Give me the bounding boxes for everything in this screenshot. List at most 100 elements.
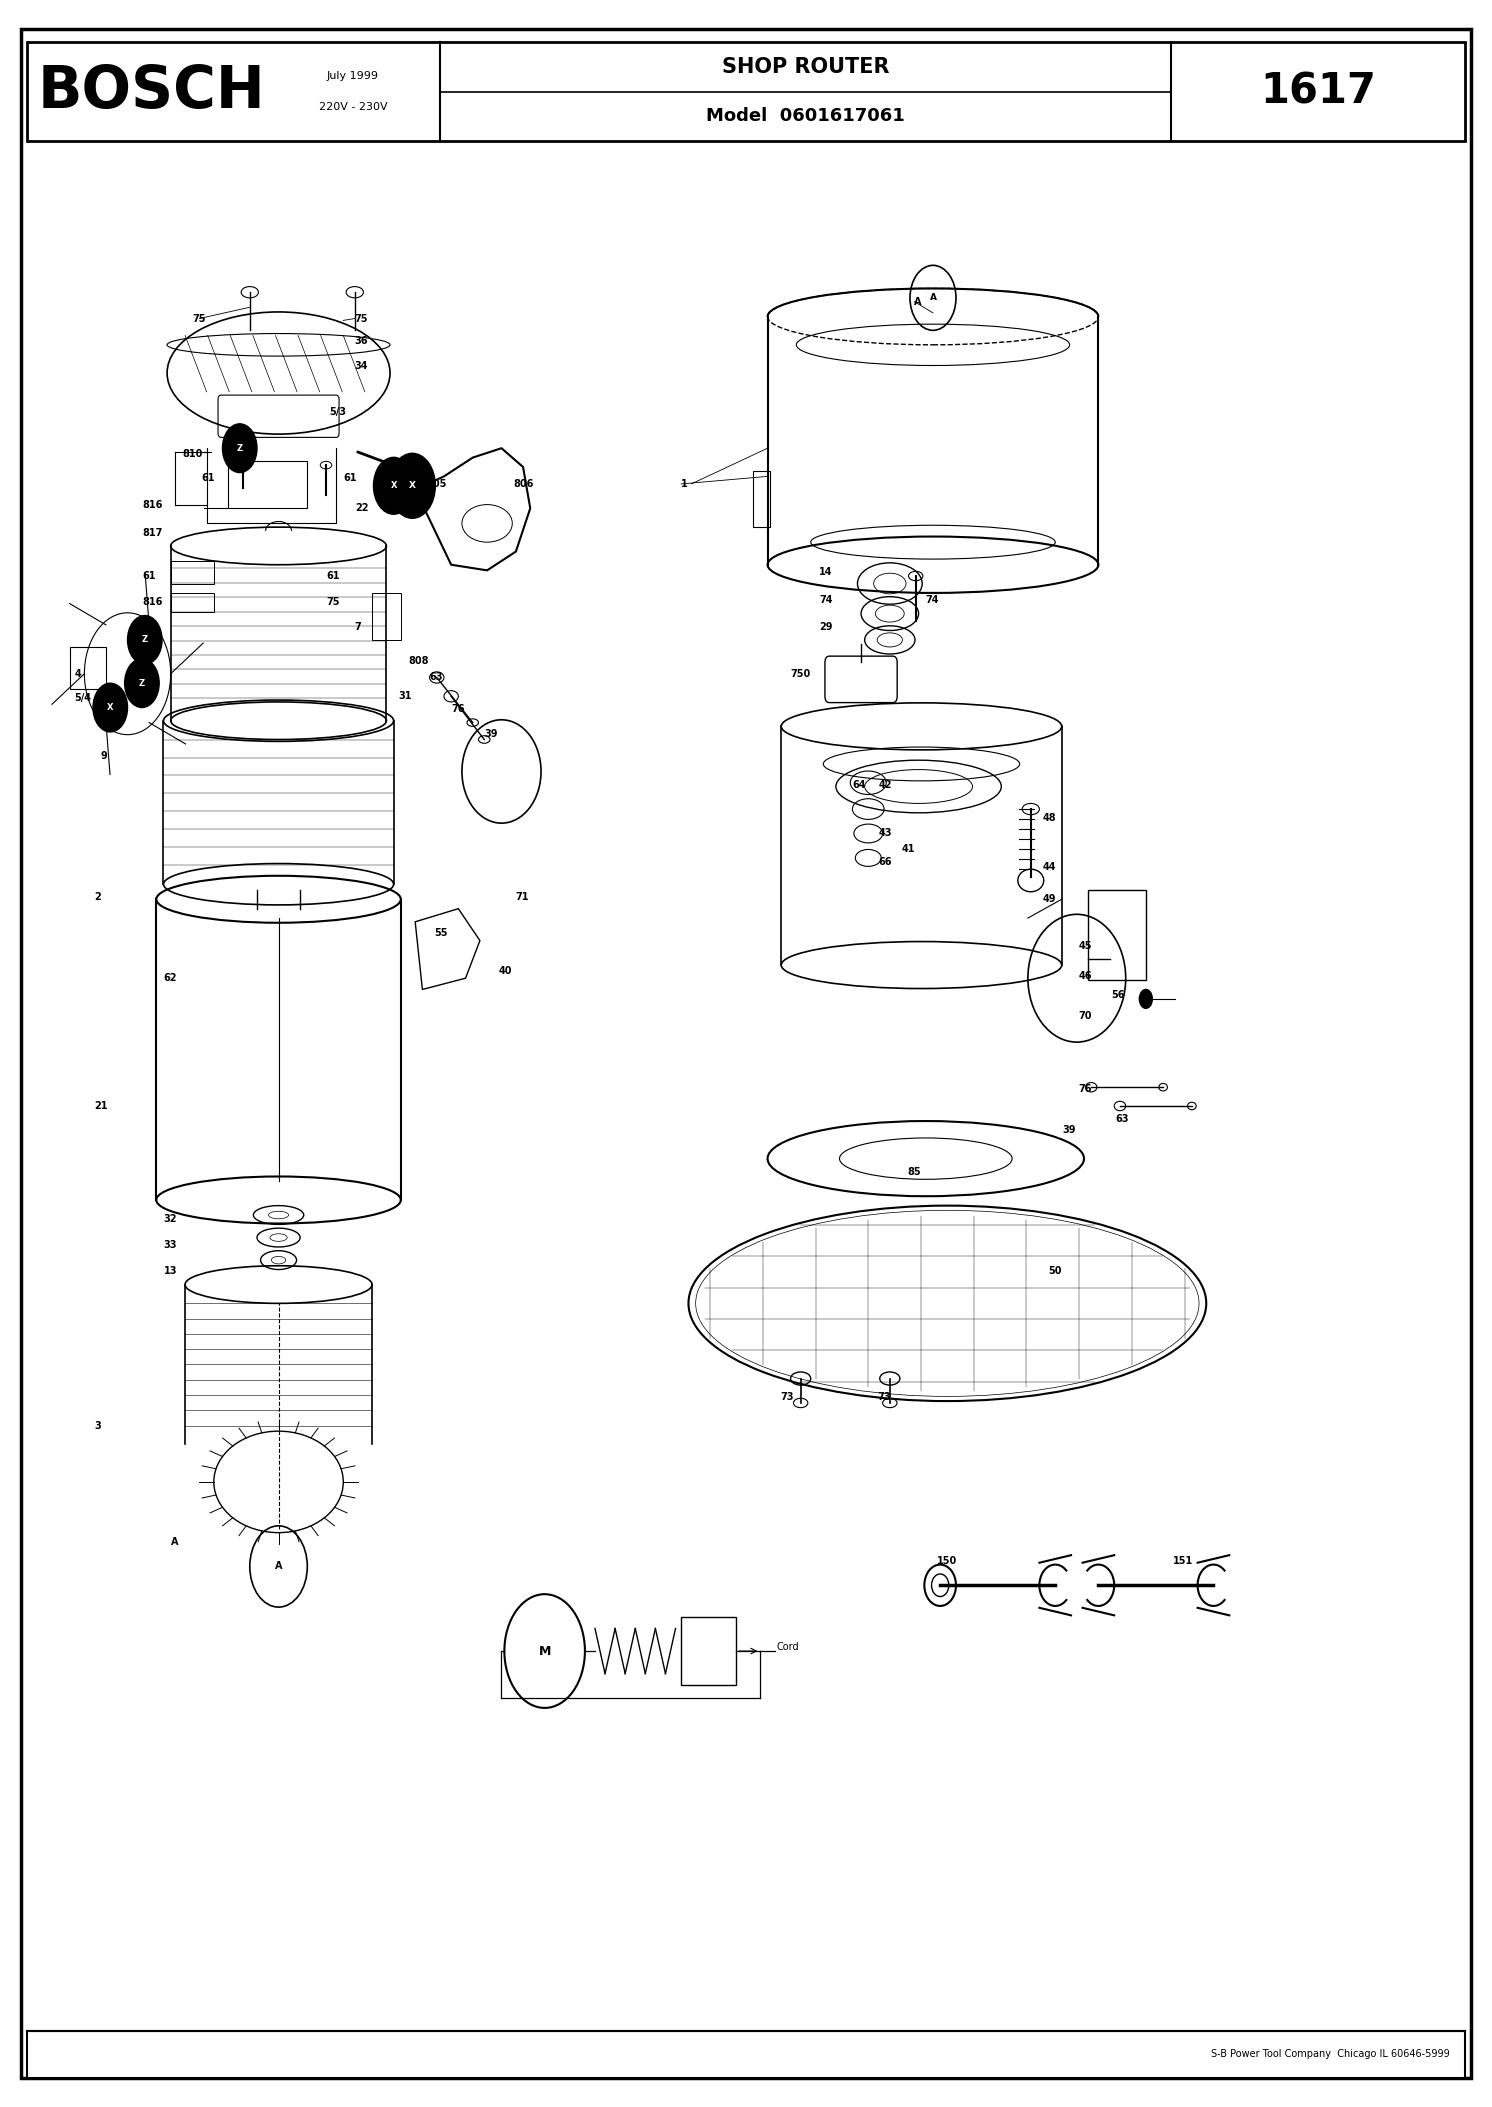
Text: 45: 45 bbox=[1079, 942, 1092, 950]
Text: 151: 151 bbox=[1173, 1555, 1194, 1566]
Text: 805: 805 bbox=[427, 478, 448, 489]
Text: 808: 808 bbox=[407, 655, 428, 666]
Bar bbox=[170, 560, 213, 584]
Text: Z: Z bbox=[139, 678, 145, 687]
Text: 34: 34 bbox=[355, 360, 369, 371]
Text: 816: 816 bbox=[142, 596, 163, 607]
Bar bbox=[27, 2031, 1465, 2078]
Text: 36: 36 bbox=[355, 337, 369, 346]
Circle shape bbox=[1138, 988, 1153, 1009]
Text: 1617: 1617 bbox=[1261, 72, 1376, 112]
Ellipse shape bbox=[272, 1256, 286, 1264]
Text: 39: 39 bbox=[1062, 1125, 1076, 1136]
Text: 3: 3 bbox=[94, 1420, 101, 1431]
Text: 55: 55 bbox=[434, 927, 448, 938]
Bar bbox=[228, 461, 307, 508]
Text: 817: 817 bbox=[142, 527, 163, 537]
Text: 73: 73 bbox=[780, 1393, 794, 1403]
Bar bbox=[753, 470, 770, 527]
Text: 32: 32 bbox=[164, 1214, 178, 1224]
Bar bbox=[682, 1618, 736, 1686]
Text: July 1999: July 1999 bbox=[327, 72, 379, 82]
Text: 73: 73 bbox=[877, 1393, 891, 1403]
Text: 63: 63 bbox=[1116, 1115, 1129, 1125]
Text: X: X bbox=[107, 704, 113, 712]
Text: 49: 49 bbox=[1043, 893, 1056, 904]
Text: 42: 42 bbox=[879, 780, 892, 790]
Text: 56: 56 bbox=[1112, 990, 1125, 1001]
Bar bbox=[1088, 889, 1146, 980]
Text: 77: 77 bbox=[142, 649, 155, 657]
Text: 61: 61 bbox=[201, 474, 215, 483]
Text: 46: 46 bbox=[1079, 971, 1092, 982]
Text: 50: 50 bbox=[1047, 1266, 1061, 1277]
Text: 22: 22 bbox=[355, 504, 369, 514]
Text: 22: 22 bbox=[142, 622, 155, 632]
Text: Model  0601617061: Model 0601617061 bbox=[706, 107, 906, 126]
Circle shape bbox=[222, 424, 257, 472]
Text: 5/3: 5/3 bbox=[328, 407, 346, 417]
Text: 43: 43 bbox=[879, 828, 892, 839]
Text: 71: 71 bbox=[516, 893, 530, 902]
Text: 70: 70 bbox=[1079, 1011, 1092, 1020]
Text: SHOP ROUTER: SHOP ROUTER bbox=[722, 57, 889, 76]
Text: BOSCH: BOSCH bbox=[37, 63, 266, 120]
Text: 75: 75 bbox=[327, 596, 340, 607]
Text: 76: 76 bbox=[1079, 1085, 1092, 1094]
Text: 64: 64 bbox=[852, 780, 865, 790]
Text: Z: Z bbox=[237, 445, 243, 453]
Circle shape bbox=[127, 615, 163, 664]
Text: 44: 44 bbox=[1043, 862, 1056, 872]
Text: 61: 61 bbox=[327, 571, 340, 582]
Text: 21: 21 bbox=[94, 1102, 107, 1110]
Text: 63: 63 bbox=[430, 672, 443, 683]
Text: 13: 13 bbox=[164, 1266, 178, 1277]
Text: 1: 1 bbox=[682, 478, 688, 489]
Circle shape bbox=[373, 457, 413, 514]
Text: 74: 74 bbox=[925, 596, 940, 605]
Text: 2: 2 bbox=[94, 893, 101, 902]
Bar bbox=[170, 592, 213, 611]
Circle shape bbox=[93, 683, 127, 731]
Text: 9: 9 bbox=[100, 752, 107, 761]
Text: 33: 33 bbox=[164, 1241, 178, 1249]
Text: 5/4: 5/4 bbox=[75, 693, 91, 704]
Text: 74: 74 bbox=[819, 596, 833, 605]
Text: 220V - 230V: 220V - 230V bbox=[319, 103, 386, 112]
Text: 4: 4 bbox=[75, 668, 81, 678]
Text: 39: 39 bbox=[485, 729, 498, 740]
Text: S-B Power Tool Company  Chicago IL 60646-5999: S-B Power Tool Company Chicago IL 60646-… bbox=[1212, 2050, 1450, 2059]
Text: 750: 750 bbox=[791, 668, 810, 678]
Text: 76: 76 bbox=[451, 704, 464, 714]
Ellipse shape bbox=[270, 1235, 286, 1241]
Text: 48: 48 bbox=[1043, 813, 1056, 824]
Text: 816: 816 bbox=[142, 499, 163, 510]
Text: 41: 41 bbox=[901, 843, 915, 853]
Text: 62: 62 bbox=[164, 973, 178, 984]
Text: A: A bbox=[170, 1536, 178, 1547]
Text: 61: 61 bbox=[142, 571, 155, 582]
Text: A: A bbox=[915, 297, 922, 308]
Text: 61: 61 bbox=[343, 474, 357, 483]
Circle shape bbox=[389, 453, 436, 518]
Text: 75: 75 bbox=[192, 314, 206, 324]
Text: X: X bbox=[409, 480, 416, 491]
Text: M: M bbox=[539, 1646, 551, 1658]
Text: 29: 29 bbox=[819, 622, 833, 632]
Text: 66: 66 bbox=[879, 858, 892, 866]
Text: Cord: Cord bbox=[776, 1641, 798, 1652]
Text: 7: 7 bbox=[355, 622, 361, 632]
Text: Z: Z bbox=[142, 636, 148, 645]
Text: 810: 810 bbox=[182, 449, 203, 459]
Text: 40: 40 bbox=[498, 965, 512, 976]
Circle shape bbox=[125, 659, 160, 708]
Text: 75: 75 bbox=[355, 314, 369, 324]
Ellipse shape bbox=[269, 1212, 288, 1218]
Text: 31: 31 bbox=[398, 691, 412, 702]
Text: A: A bbox=[275, 1561, 282, 1572]
Text: 150: 150 bbox=[937, 1555, 958, 1566]
Text: X: X bbox=[391, 480, 397, 491]
Text: 14: 14 bbox=[819, 567, 833, 577]
Text: 806: 806 bbox=[513, 478, 533, 489]
Text: A: A bbox=[930, 293, 937, 301]
